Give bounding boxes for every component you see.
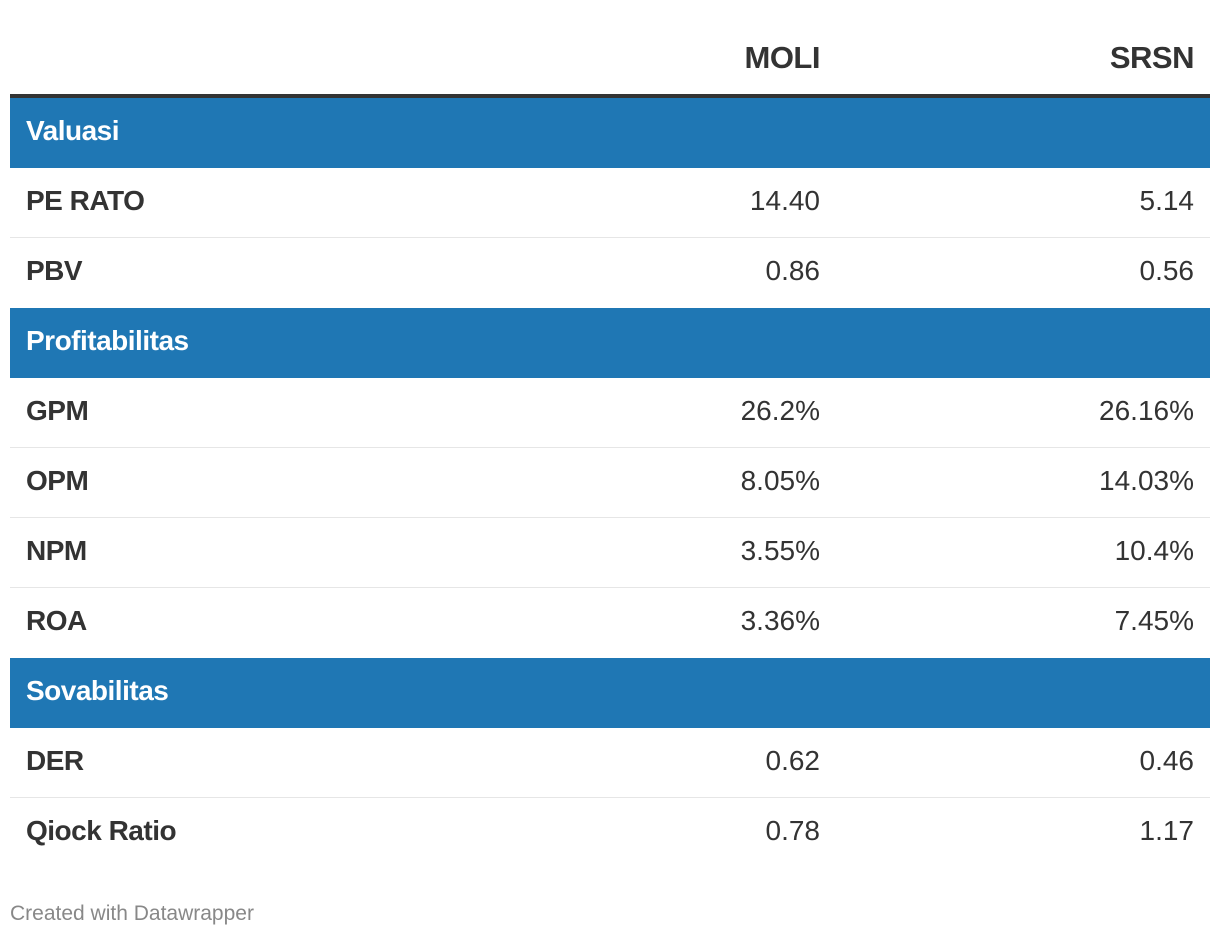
cell-srsn: 7.45%: [1114, 605, 1194, 636]
cell-srsn: 26.16%: [1099, 395, 1194, 426]
row-label: DER: [26, 745, 84, 776]
row-label: ROA: [26, 605, 87, 636]
cell-srsn: 0.56: [1139, 255, 1195, 286]
row-label: NPM: [26, 535, 87, 566]
cell-moli: 8.05%: [740, 465, 820, 496]
table-row: Qiock Ratio 0.78 1.17: [10, 798, 1210, 868]
table-row: DER 0.62 0.46: [10, 728, 1210, 798]
cell-srsn: 1.17: [1139, 815, 1195, 846]
group-label: Valuasi: [26, 115, 120, 146]
group-label: Sovabilitas: [26, 675, 169, 706]
cell-moli: 0.62: [765, 745, 821, 776]
table-header-row: MOLI SRSN: [10, 0, 1210, 98]
cell-moli: 0.86: [765, 255, 821, 286]
table-row: ROA 3.36% 7.45%: [10, 588, 1210, 658]
cell-moli: 0.78: [765, 815, 821, 846]
cell-moli: 26.2%: [740, 395, 820, 426]
table-row: PBV 0.86 0.56: [10, 238, 1210, 308]
row-label: GPM: [26, 395, 89, 426]
cell-srsn: 10.4%: [1114, 535, 1194, 566]
group-header-profitabilitas: Profitabilitas: [10, 308, 1210, 378]
table-row: OPM 8.05% 14.03%: [10, 448, 1210, 518]
cell-moli: 3.55%: [740, 535, 820, 566]
row-label: PE RATO: [26, 185, 145, 216]
group-label: Profitabilitas: [26, 325, 189, 356]
row-label: OPM: [26, 465, 89, 496]
row-label: PBV: [26, 255, 83, 286]
column-header-srsn: SRSN: [1109, 40, 1195, 75]
cell-moli: 3.36%: [740, 605, 820, 636]
cell-srsn: 0.46: [1139, 745, 1195, 776]
comparison-table: MOLI SRSN Valuasi PE RATO 14.40 5.14 PBV…: [10, 0, 1210, 868]
group-header-valuasi: Valuasi: [10, 98, 1210, 168]
cell-srsn: 14.03%: [1099, 465, 1194, 496]
column-header-moli: MOLI: [744, 40, 821, 75]
cell-moli: 14.40: [749, 185, 820, 216]
table-row: GPM 26.2% 26.16%: [10, 378, 1210, 448]
datawrapper-credit: Created with Datawrapper: [10, 902, 254, 925]
table-row: PE RATO 14.40 5.14: [10, 168, 1210, 238]
cell-srsn: 5.14: [1139, 185, 1195, 216]
table-row: NPM 3.55% 10.4%: [10, 518, 1210, 588]
row-label: Qiock Ratio: [26, 815, 177, 846]
group-header-sovabilitas: Sovabilitas: [10, 658, 1210, 728]
